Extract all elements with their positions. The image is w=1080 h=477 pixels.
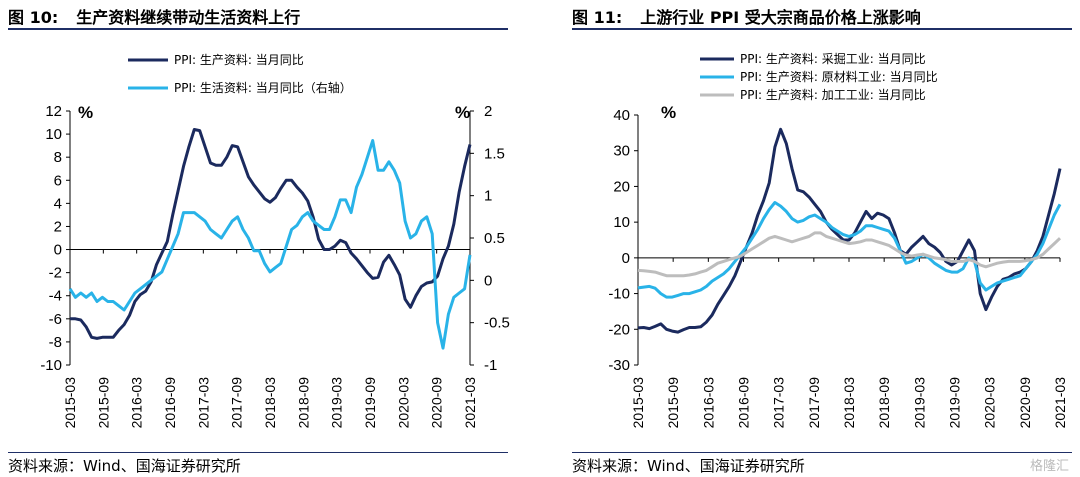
left-series-line-2 xyxy=(68,139,472,350)
right-ytick-label: 40 xyxy=(613,107,630,124)
left-y-unit: % xyxy=(78,103,93,122)
left-xtick-label: 2019-09 xyxy=(362,377,378,429)
left-title-text: 生产资料继续带动生活资料上行 xyxy=(76,8,301,27)
left-ytick-label: 8 xyxy=(54,149,62,166)
right-series-line-3 xyxy=(637,231,1062,278)
left-xtick-label: 2021-03 xyxy=(462,377,478,429)
left-ytick-label: -6 xyxy=(49,311,62,328)
right-xtick-label: 2017-09 xyxy=(806,377,822,429)
right-ytick-label: 10 xyxy=(613,214,630,231)
right-bottom-rule xyxy=(572,452,1072,453)
left-ytick-label: 10 xyxy=(45,126,62,143)
left-ytick-label: 4 xyxy=(54,195,62,212)
left-ytick-label: -2 xyxy=(49,265,62,282)
left-ytick-right-label: 0 xyxy=(484,272,492,289)
left-xtick-label: 2020-09 xyxy=(429,377,445,429)
right-xtick-label: 2015-09 xyxy=(665,377,681,429)
right-ytick-label: -10 xyxy=(608,286,630,303)
left-series-line-1 xyxy=(70,128,472,340)
left-xtick-label: 2017-09 xyxy=(229,377,245,429)
left-xtick-label: 2016-03 xyxy=(129,377,145,429)
right-xtick-label: 2016-09 xyxy=(736,377,752,429)
left-ytick-label: 2 xyxy=(54,218,62,235)
right-title-text: 上游行业 PPI 受大宗商品价格上涨影响 xyxy=(640,8,921,27)
left-chart-title: 图 10: 生产资料继续带动生活资料上行 xyxy=(8,4,300,28)
left-legend-label-2: PPI: 生活资料: 当月同比（右轴） xyxy=(174,80,352,95)
left-ytick-label: -4 xyxy=(49,288,62,305)
right-ytick-label: 0 xyxy=(622,250,630,267)
left-ytick-label: 6 xyxy=(54,172,62,189)
right-series-line-2 xyxy=(637,201,1062,299)
left-ytick-label: -8 xyxy=(49,334,62,351)
left-ytick-right-label: 2 xyxy=(484,103,492,120)
left-xtick-label: 2017-03 xyxy=(195,377,211,429)
right-legend-label-1: PPI: 生产资料: 采掘工业: 当月同比 xyxy=(740,51,926,66)
left-xtick-label: 2015-03 xyxy=(62,377,78,429)
right-ytick-label: -20 xyxy=(608,321,630,338)
left-xtick-label: 2020-03 xyxy=(395,377,411,429)
right-ytick-label: -30 xyxy=(608,357,630,374)
right-series-line-1 xyxy=(637,127,1062,334)
left-xtick-label: 2019-03 xyxy=(329,377,345,429)
right-xtick-label: 2019-09 xyxy=(947,377,963,429)
left-xtick-label: 2015-09 xyxy=(95,377,111,429)
left-source-note: 资料来源：Wind、国海证券研究所 xyxy=(8,457,241,475)
left-ytick-right-label: 0.5 xyxy=(484,230,505,247)
right-figure-number: 图 11: xyxy=(572,8,623,27)
left-ytick-label: 12 xyxy=(45,103,62,120)
right-xtick-label: 2021-03 xyxy=(1052,377,1068,429)
left-title-rule xyxy=(8,28,508,30)
right-legend-label-2: PPI: 生产资料: 原材料工业: 当月同比 xyxy=(740,70,938,84)
left-ytick-right-label: 1 xyxy=(484,188,492,205)
right-legend-label-3: PPI: 生产资料: 加工工业: 当月同比 xyxy=(740,88,926,102)
right-xtick-label: 2020-09 xyxy=(1017,377,1033,429)
right-xtick-label: 2016-03 xyxy=(700,377,716,429)
left-ytick-right-label: 1.5 xyxy=(484,145,505,162)
right-ytick-label: 30 xyxy=(613,143,630,160)
left-figure-number: 图 10: xyxy=(8,8,59,27)
watermark-logo: 格隆汇 xyxy=(1030,459,1070,474)
left-ytick-label: -10 xyxy=(40,357,62,374)
left-y-unit-right: % xyxy=(455,103,470,122)
left-xtick-label: 2018-09 xyxy=(295,377,311,429)
right-source-note: 资料来源：Wind、国海证券研究所 xyxy=(572,457,805,475)
left-xtick-label: 2016-09 xyxy=(162,377,178,429)
right-chart-title: 图 11: 上游行业 PPI 受大宗商品价格上涨影响 xyxy=(572,4,921,28)
right-xtick-label: 2020-03 xyxy=(982,377,998,429)
left-ytick-right-label: -1 xyxy=(484,357,497,374)
right-y-unit: % xyxy=(661,103,676,122)
right-xtick-label: 2019-03 xyxy=(911,377,927,429)
left-bottom-rule xyxy=(8,452,508,453)
right-xtick-label: 2017-03 xyxy=(771,377,787,429)
right-xtick-label: 2015-03 xyxy=(630,377,646,429)
left-ytick-label: 0 xyxy=(54,242,62,259)
right-xtick-label: 2018-03 xyxy=(841,377,857,429)
left-legend-label-1: PPI: 生产资料: 当月同比 xyxy=(174,53,304,67)
left-ytick-right-label: -0.5 xyxy=(484,315,510,332)
right-ytick-label: 20 xyxy=(613,178,630,195)
right-title-rule xyxy=(572,28,1072,30)
right-xtick-label: 2018-09 xyxy=(876,377,892,429)
left-xtick-label: 2018-03 xyxy=(262,377,278,429)
